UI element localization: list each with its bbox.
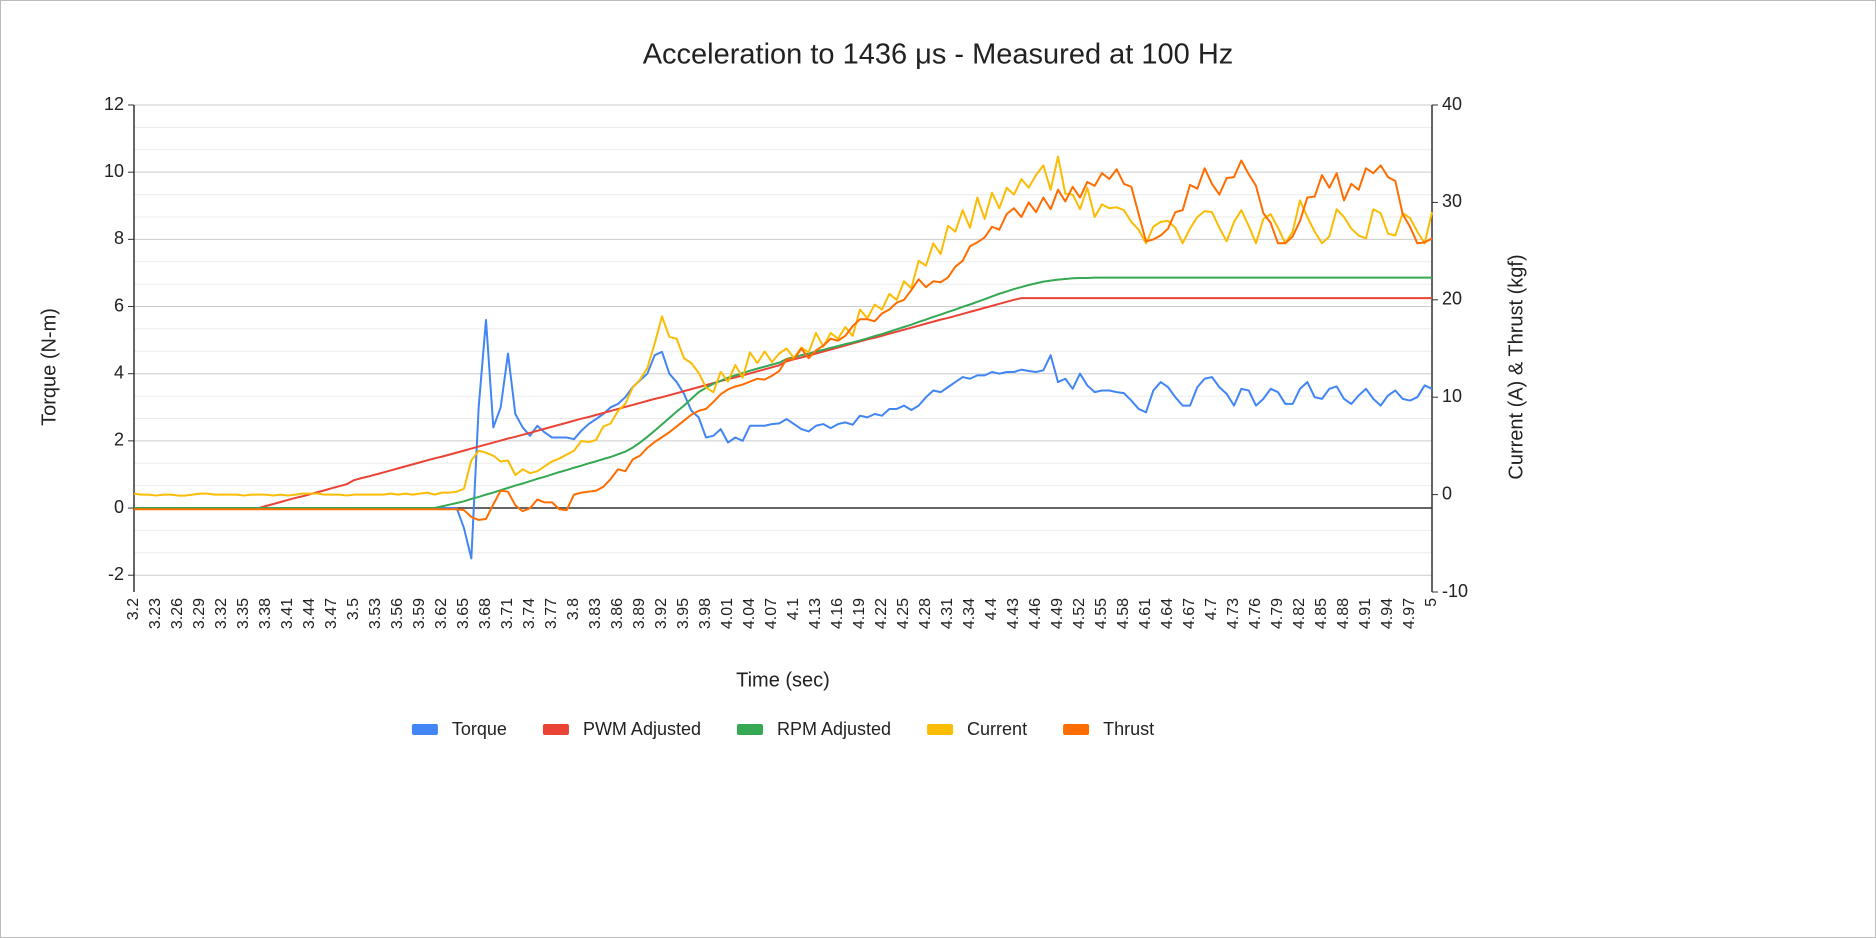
x-tick-label: 4.91 [1357,598,1374,629]
x-tick-label: 3.32 [213,598,230,629]
x-tick-label: 4.94 [1379,598,1396,629]
x-tick-label: 3.2 [125,598,142,620]
x-tick-label: 3.59 [411,598,428,629]
x-tick-label: 3.77 [543,598,560,629]
x-tick-label: 3.95 [675,598,692,629]
x-tick-label: 3.56 [389,598,406,629]
y-axis-title: Torque (N-m) [38,308,60,426]
x-tick-label: 3.92 [653,598,670,629]
x-axis-title: Time (sec) [736,669,830,691]
x-tick-label: 4.1 [785,598,802,620]
legend-swatch [736,724,763,735]
y2-tick-label: 30 [1442,191,1462,211]
y2-tick-label: -10 [1442,581,1468,601]
x-tick-label: 4.34 [961,598,978,629]
x-tick-label: 4.49 [1049,598,1066,629]
y-tick-label: 8 [114,228,124,248]
x-tick-label: 4.04 [741,598,758,629]
y2-tick-label: 20 [1442,289,1462,309]
x-tick-label: 4.46 [1027,598,1044,629]
y-tick-label: 4 [114,362,124,382]
y-tick-label: 2 [114,430,124,450]
y-tick-label: 12 [104,94,124,114]
x-tick-label: 4.64 [1159,598,1176,629]
legend-swatch [1063,724,1090,735]
x-tick-label: 3.65 [455,598,472,629]
legend-label: Thrust [1103,719,1154,739]
x-tick-label: 4.82 [1291,598,1308,629]
x-tick-label: 4.22 [873,598,890,629]
x-tick-label: 4.73 [1225,598,1242,629]
x-tick-label: 4.97 [1401,598,1418,629]
x-tick-label: 3.5 [345,598,362,620]
x-tick-label: 4.58 [1115,598,1132,629]
x-tick-label: 4.76 [1247,598,1264,629]
x-tick-label: 3.47 [323,598,340,629]
series-line [134,276,1432,510]
legend-label: PWM Adjusted [583,719,701,739]
x-tick-label: 4.79 [1269,598,1286,629]
x-tick-label: 3.74 [521,598,538,629]
x-tick-label: 4.28 [917,598,934,629]
x-tick-label: 3.41 [279,598,296,629]
x-tick-label: 4.13 [807,598,824,629]
y2-tick-label: 0 [1442,483,1452,503]
x-tick-label: 3.35 [235,598,252,629]
x-tick-label: 3.62 [433,598,450,629]
x-tick-label: 3.44 [301,598,318,629]
x-tick-label: 4.31 [939,598,956,629]
y2-tick-label: 10 [1442,386,1462,406]
legend-swatch [927,724,954,735]
y-tick-label: 6 [114,295,124,315]
x-tick-label: 3.68 [477,598,494,629]
x-tick-label: 5 [1423,598,1440,607]
legend-swatch [411,724,438,735]
y2-axis-title: Current (A) & Thrust (kgf) [1505,254,1527,479]
x-tick-label: 4.85 [1313,598,1330,629]
x-tick-label: 4.07 [763,598,780,629]
x-tick-label: 3.38 [257,598,274,629]
x-tick-label: 3.26 [169,598,186,629]
y-tick-label: 10 [104,161,124,181]
y-tick-label: 0 [114,497,124,517]
x-tick-label: 4.7 [1203,598,1220,620]
x-tick-label: 3.23 [147,598,164,629]
x-tick-label: 4.88 [1335,598,1352,629]
x-tick-label: 3.53 [367,598,384,629]
legend-swatch [542,724,569,735]
y2-tick-label: 40 [1442,94,1462,114]
legend-label: Current [967,719,1027,739]
legend-label: Torque [452,719,507,739]
x-tick-label: 3.71 [499,598,516,629]
x-tick-label: 3.29 [191,598,208,629]
x-tick-label: 4.43 [1005,598,1022,629]
x-tick-label: 4.61 [1137,598,1154,629]
x-tick-label: 3.98 [697,598,714,629]
x-tick-label: 4.16 [829,598,846,629]
series-line [133,155,1433,497]
x-tick-label: 3.8 [565,598,582,620]
chart-title: Acceleration to 1436 μs - Measured at 10… [643,39,1234,71]
x-tick-label: 4.52 [1071,598,1088,629]
x-tick-label: 4.19 [851,598,868,629]
x-tick-label: 3.83 [587,598,604,629]
x-tick-label: 4.67 [1181,598,1198,629]
legend-label: RPM Adjusted [777,719,891,739]
x-tick-label: 4.01 [719,598,736,629]
x-tick-label: 3.86 [609,598,626,629]
x-tick-label: 4.25 [895,598,912,629]
series-line [134,159,1433,521]
y-tick-label: -2 [108,564,124,584]
x-tick-label: 4.55 [1093,598,1110,629]
x-tick-label: 4.4 [983,598,1000,620]
x-tick-label: 3.89 [631,598,648,629]
